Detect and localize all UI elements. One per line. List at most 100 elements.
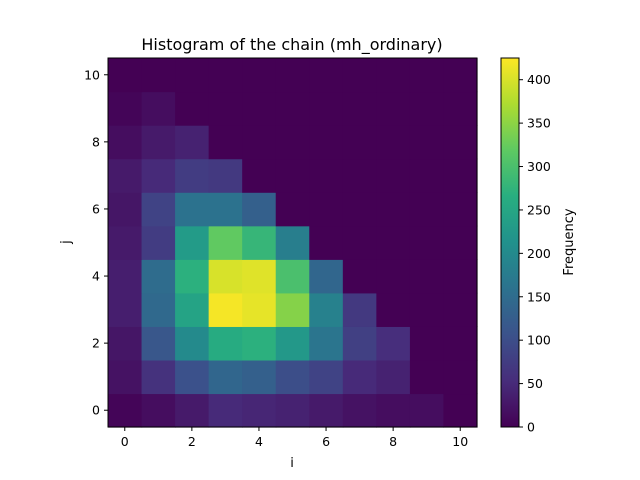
colorbar [500,57,520,428]
heatmap-cell [141,292,176,327]
heatmap-cell [443,326,478,361]
heatmap-cell [409,225,445,260]
heatmap-cell [309,91,344,126]
heatmap-cell [443,292,478,327]
heatmap-cell [108,359,143,395]
heatmap-cell [275,91,310,126]
heatmap-cell [309,225,344,260]
heatmap-cell [342,91,377,126]
x-axis-label: i [290,456,294,471]
heatmap-cell [175,326,210,361]
heatmap-cell [409,125,445,160]
heatmap-cell [208,393,243,428]
heatmap-cell [141,225,176,260]
heatmap-cell [309,393,344,428]
heatmap-cell [309,58,344,93]
heatmap-cell [342,225,377,260]
heatmap-cell [275,158,310,193]
heatmap-cell [409,91,445,126]
heatmap-cell [309,259,344,294]
heatmap-cell [242,292,277,327]
x-tick-label: 8 [389,434,397,449]
x-tick-label: 0 [121,434,129,449]
heatmap-cell [108,158,143,193]
heatmap-cell [175,192,210,227]
colorbar-tick-label: 150 [527,289,551,304]
y-tick-label: 6 [92,201,100,216]
plot-frame [107,57,478,428]
heatmap-cell [409,259,445,294]
heatmap-cell [443,259,478,294]
heatmap-cell [108,326,143,361]
heatmap-cell [275,359,310,395]
heatmap-cell [108,192,143,227]
heatmap-cell [242,326,277,361]
x-tick-label: 4 [255,434,263,449]
heatmap-cell [309,192,344,227]
heatmap-cell [108,91,143,126]
heatmap-cell [443,359,478,395]
heatmap-cell [409,326,445,361]
y-tick-label: 4 [92,269,100,284]
x-tick-label: 10 [452,434,468,449]
heatmap-cell [108,259,143,294]
heatmap-cell [275,393,310,428]
heatmap-cell [342,259,377,294]
y-tick-label: 10 [84,67,100,82]
heatmap-cell [175,393,210,428]
heatmap-cell [342,58,377,93]
heatmap-cell [409,58,445,93]
heatmap-cell [108,125,143,160]
heatmap-cell [443,158,478,193]
heatmap-cell [275,326,310,361]
heatmap-cell [175,125,210,160]
heatmap-cell [141,91,176,126]
heatmap-cell [208,192,243,227]
heatmap-cell [242,192,277,227]
heatmap-cell [309,158,344,193]
colorbar-tick-label: 400 [527,72,551,87]
heatmap-cell [208,292,243,327]
heatmap-cell [376,292,411,327]
heatmap-cell [342,292,377,327]
heatmap-cell [175,225,210,260]
colorbar-tick-label: 250 [527,202,551,217]
colorbar-tick-label: 300 [527,159,551,174]
heatmap-cell [141,192,176,227]
heatmap-cell [141,359,176,395]
heatmap-cell [443,91,478,126]
heatmap-cell [275,225,310,260]
heatmap-cell [376,225,411,260]
y-tick-label: 8 [92,134,100,149]
heatmap-cell [409,359,445,395]
heatmap-cell [242,259,277,294]
heatmap-cell [342,393,377,428]
colorbar-tick-label: 100 [527,333,551,348]
heatmap-cell [242,58,277,93]
heatmap-cell [342,158,377,193]
heatmap-cell [342,192,377,227]
colorbar-tick-label: 200 [527,246,551,261]
heatmap-cell [342,125,377,160]
heatmap-cell [208,158,243,193]
heatmap-cell [376,359,411,395]
colorbar-tick-label: 350 [527,116,551,131]
x-axis-ticks: 0 2 4 6 8 10 [121,427,468,449]
x-tick-label: 2 [188,434,196,449]
heatmap-cell [175,359,210,395]
heatmap-cell [175,58,210,93]
y-tick-label: 2 [92,336,100,351]
heatmap-cell [208,259,243,294]
heatmap-cell [309,125,344,160]
heatmap-cell [376,158,411,193]
heatmap-cell [108,292,143,327]
heatmap-cell [242,359,277,395]
heatmap-cell [175,292,210,327]
heatmap-cell [208,359,243,395]
heatmap-cell [376,58,411,93]
heatmap-cell [141,125,176,160]
heatmap-cell [409,292,445,327]
heatmap-cell [175,259,210,294]
heatmap-cell [409,192,445,227]
heatmap-cell [141,259,176,294]
